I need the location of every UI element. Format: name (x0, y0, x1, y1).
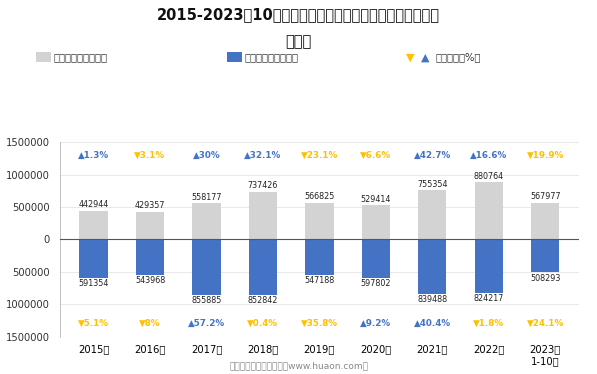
Text: 824217: 824217 (473, 294, 504, 303)
Text: 880764: 880764 (473, 172, 504, 181)
Text: 558177: 558177 (191, 193, 221, 202)
Text: 591354: 591354 (78, 279, 109, 288)
Bar (362, 239, 390, 278)
Bar (362, 205, 390, 239)
Text: 442944: 442944 (78, 200, 109, 209)
Text: ▼24.1%: ▼24.1% (527, 319, 564, 328)
Text: 755354: 755354 (417, 180, 448, 189)
Bar (79, 211, 107, 239)
Text: 2015-2023年10月广西壮族自治区外商投资企业进、出口额: 2015-2023年10月广西壮族自治区外商投资企业进、出口额 (157, 7, 440, 22)
Text: ▼19.9%: ▼19.9% (527, 151, 564, 160)
Bar (79, 239, 107, 278)
Text: 547188: 547188 (304, 276, 334, 285)
Bar (305, 239, 334, 275)
Bar (475, 239, 503, 293)
Text: 543968: 543968 (135, 276, 165, 285)
Text: 508293: 508293 (530, 274, 561, 283)
Text: ▲9.2%: ▲9.2% (360, 319, 392, 328)
Bar (136, 212, 164, 239)
Bar (192, 239, 221, 295)
Text: 同比增速（%）: 同比增速（%） (436, 52, 481, 62)
Bar (531, 239, 559, 272)
Bar (136, 239, 164, 275)
Text: ▼: ▼ (406, 52, 414, 62)
Text: ▼1.8%: ▼1.8% (473, 319, 504, 328)
Text: ▼35.8%: ▼35.8% (301, 319, 338, 328)
Bar (192, 203, 221, 239)
Text: ▲30%: ▲30% (193, 151, 220, 160)
Text: ▼3.1%: ▼3.1% (134, 151, 165, 160)
Bar (249, 239, 277, 295)
Text: ▲1.3%: ▲1.3% (78, 151, 109, 160)
Bar (475, 182, 503, 239)
Bar (305, 203, 334, 239)
Text: 852842: 852842 (248, 296, 278, 305)
Text: 566825: 566825 (304, 192, 334, 201)
Text: ▲57.2%: ▲57.2% (188, 319, 225, 328)
Text: ▼0.4%: ▼0.4% (247, 319, 278, 328)
Text: 进口总额（万美元）: 进口总额（万美元） (245, 52, 298, 62)
Bar (531, 203, 559, 239)
Text: 出口总额（万美元）: 出口总额（万美元） (54, 52, 107, 62)
Text: ▲16.6%: ▲16.6% (470, 151, 507, 160)
Text: 统计图: 统计图 (285, 34, 312, 49)
Text: ▲32.1%: ▲32.1% (244, 151, 282, 160)
Text: 429357: 429357 (135, 201, 165, 210)
Bar (418, 190, 447, 239)
Text: ▲: ▲ (421, 52, 429, 62)
Text: ▼6.6%: ▼6.6% (360, 151, 392, 160)
Text: 855885: 855885 (191, 296, 221, 305)
Bar (418, 239, 447, 294)
Text: 529414: 529414 (361, 195, 391, 204)
Text: 567977: 567977 (530, 192, 561, 201)
Text: 制图：华经产业研究院（www.huaon.com）: 制图：华经产业研究院（www.huaon.com） (229, 361, 368, 370)
Text: 597802: 597802 (361, 279, 391, 288)
Text: 839488: 839488 (417, 295, 447, 304)
Text: ▼5.1%: ▼5.1% (78, 319, 109, 328)
Text: ▼8%: ▼8% (139, 319, 161, 328)
Text: ▲40.4%: ▲40.4% (414, 319, 451, 328)
Text: ▼23.1%: ▼23.1% (301, 151, 338, 160)
Bar (249, 191, 277, 239)
Text: 737426: 737426 (248, 181, 278, 190)
Text: ▲42.7%: ▲42.7% (414, 151, 451, 160)
